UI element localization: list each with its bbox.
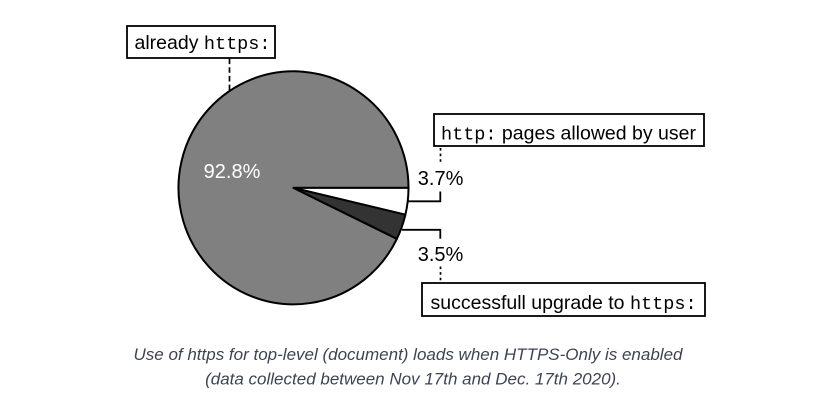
svg-text:92.8%: 92.8% <box>204 161 261 183</box>
svg-text:http: pages allowed by user: http: pages allowed by user <box>441 123 696 146</box>
svg-text:already https:: already https: <box>135 32 271 55</box>
svg-text:3.5%: 3.5% <box>418 244 464 266</box>
svg-text:successfull upgrade to https:: successfull upgrade to https: <box>431 292 697 315</box>
svg-text:Use of https for top-level (do: Use of https for top-level (document) lo… <box>134 345 684 364</box>
svg-text:(data collected between Nov 17: (data collected between Nov 17th and Dec… <box>205 370 621 389</box>
svg-text:3.7%: 3.7% <box>418 168 464 190</box>
